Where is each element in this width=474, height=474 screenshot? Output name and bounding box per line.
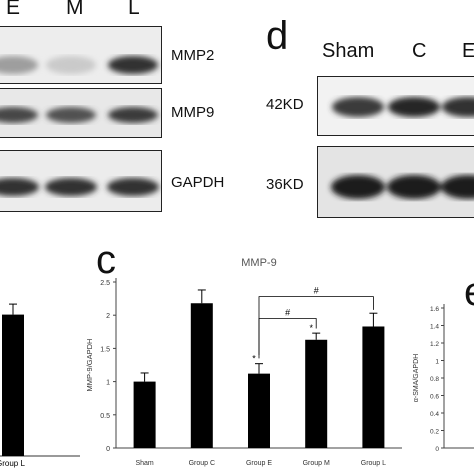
blot-right-42kd-bands <box>332 97 474 117</box>
blot-band <box>388 97 440 117</box>
lane-label-m: M <box>66 0 84 19</box>
panel-letter-d: d <box>266 14 289 58</box>
blot-band <box>46 107 96 123</box>
blot-band <box>331 175 385 199</box>
y-tick-label: 2.5 <box>100 280 110 287</box>
blot-band <box>442 97 474 117</box>
blot-band <box>108 56 158 74</box>
blot-band <box>107 178 159 196</box>
band-label-36kd: 36KD <box>266 176 304 193</box>
panel-letter-c: c <box>96 238 116 282</box>
x-tick-label: Group E <box>246 460 272 467</box>
blot-left-gapdh-bands <box>0 178 159 196</box>
x-tick-label: Sham <box>135 460 153 467</box>
blot-right-36kd <box>317 146 474 218</box>
x-tick-label: Group L <box>361 460 386 467</box>
y-tick-label: 2 <box>106 313 110 320</box>
chart-title: MMP-9 <box>241 257 276 269</box>
left-chart-bar <box>2 314 24 456</box>
lane-label-c: C <box>412 40 427 62</box>
lane-label-e: E <box>6 0 21 19</box>
bar <box>190 303 213 448</box>
band-label-mmp2: MMP2 <box>171 47 215 64</box>
bar <box>133 381 156 448</box>
y-tick-label: 1.6 <box>430 306 439 313</box>
panel-letter-e: e <box>464 272 474 312</box>
significance-star: * <box>252 354 256 364</box>
blot-band <box>108 107 158 123</box>
bar <box>362 326 385 448</box>
bar <box>248 373 270 448</box>
blot-band <box>45 178 97 196</box>
y-tick-label: 1.5 <box>100 346 110 353</box>
blot-left-mmp2-bands <box>0 56 158 74</box>
significance-bracket <box>258 318 317 356</box>
blot-band <box>0 107 38 123</box>
y-tick-label: 1.2 <box>430 341 439 348</box>
band-label-42kd: 42KD <box>266 96 304 113</box>
blot-band <box>387 175 441 199</box>
blot-band <box>0 178 39 196</box>
blot-left-mmp2 <box>0 26 162 84</box>
significance-hash: # <box>314 286 319 296</box>
y-tick-label: 0.4 <box>430 411 439 418</box>
blot-left-lane-labels: E M L <box>0 0 170 28</box>
lane-label-e-right: E <box>462 40 474 62</box>
significance-hash: # <box>285 308 290 318</box>
y-tick-label: 0 <box>106 446 110 453</box>
y-tick-label: 1.4 <box>430 324 439 331</box>
y-tick-label: 1 <box>106 380 110 387</box>
band-label-mmp9: MMP9 <box>171 104 215 121</box>
left-partial-chart: Group L <box>0 303 80 468</box>
blot-left-gapdh <box>0 150 162 212</box>
y-axis-label: MMP-9/GAPDH <box>85 339 94 392</box>
blot-right-36kd-bands <box>331 175 474 199</box>
blot-right-42kd <box>317 76 474 136</box>
left-chart-x-label: Group L <box>0 459 25 468</box>
y-tick-label: 0.8 <box>430 376 439 383</box>
significance-star: * <box>309 323 313 333</box>
y-tick-label: 0 <box>435 446 439 453</box>
mmp9-chart: MMP-9 0 0.5 1 1.5 2 2.5 MMP-9/GAPDH Sham Group C G… <box>85 257 402 467</box>
lane-label-l: L <box>128 0 140 19</box>
blot-left-mmp9 <box>0 88 162 138</box>
bar <box>305 339 328 448</box>
y-tick-label: 0.6 <box>430 394 439 401</box>
blot-left-mmp9-bands <box>0 107 158 123</box>
lane-label-sham: Sham <box>322 40 375 62</box>
y-tick-label: 1 <box>435 359 439 366</box>
alpha-sma-chart: 0 0.2 0.4 0.6 0.8 1 1.2 1.4 1.6 α-SMA/GAPDH <box>413 304 474 453</box>
blot-band <box>441 175 474 199</box>
blot-band <box>0 56 38 74</box>
blot-band <box>46 56 96 74</box>
band-label-gapdh: GAPDH <box>171 174 225 191</box>
x-tick-label: Group C <box>189 460 215 467</box>
y-tick-label: 0.5 <box>100 413 110 420</box>
y-axis-label: α-SMA/GAPDH <box>413 354 420 402</box>
blot-band <box>332 97 384 117</box>
x-tick-label: Group M <box>303 460 330 467</box>
y-tick-label: 0.2 <box>430 429 439 436</box>
